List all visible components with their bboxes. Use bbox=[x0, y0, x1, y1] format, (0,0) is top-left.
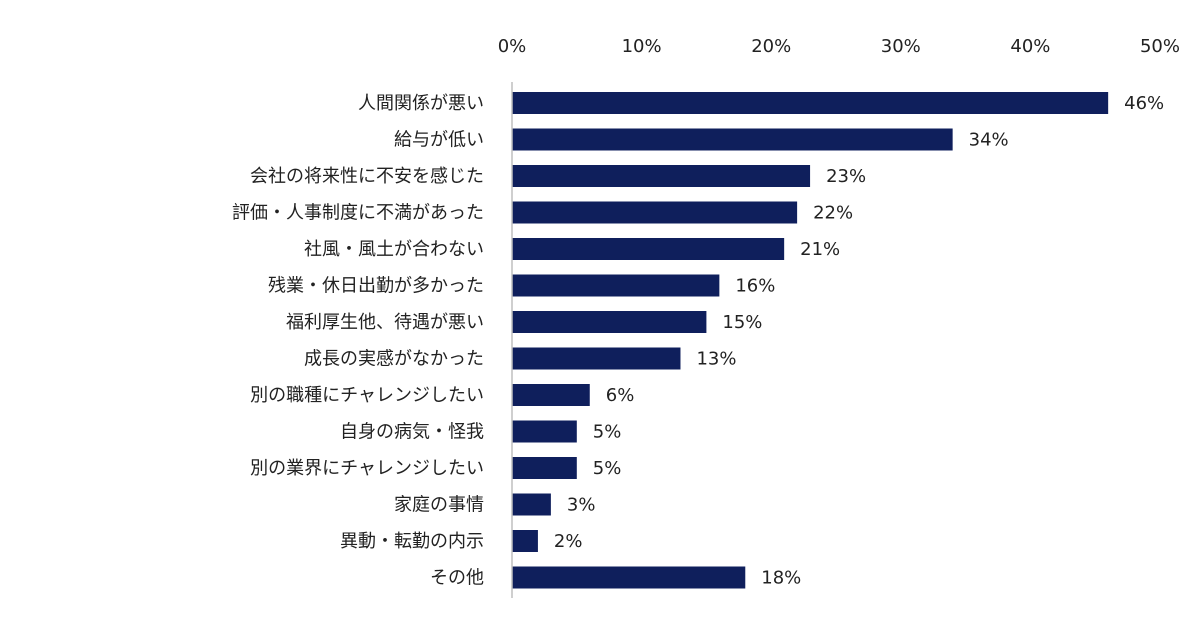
data-label: 18% bbox=[761, 568, 801, 589]
x-tick-label: 50% bbox=[1140, 36, 1180, 57]
category-label: 人間関係が悪い bbox=[358, 93, 484, 114]
bar bbox=[512, 165, 811, 187]
bar bbox=[512, 457, 577, 479]
category-label: その他 bbox=[430, 568, 484, 589]
data-label: 23% bbox=[826, 166, 866, 187]
bar bbox=[512, 530, 538, 552]
bar bbox=[512, 274, 720, 297]
data-label: 16% bbox=[735, 276, 775, 297]
bar bbox=[512, 493, 551, 516]
category-label: 異動・転勤の内示 bbox=[340, 531, 484, 552]
x-tick-label: 20% bbox=[751, 36, 791, 57]
category-labels: 人間関係が悪い給与が低い会社の将来性に不安を感じた評価・人事制度に不満があった社… bbox=[232, 93, 484, 589]
category-label: 評価・人事制度に不満があった bbox=[232, 203, 484, 224]
data-label: 15% bbox=[722, 312, 762, 333]
data-label: 5% bbox=[593, 422, 622, 443]
data-labels: 46% 34% 23% 22% 21% 16% 15% 13% 6% 5% 5% 3% 2% 18% bbox=[554, 93, 1164, 589]
category-label: 残業・休日出勤が多かった bbox=[268, 276, 484, 297]
bar bbox=[512, 347, 681, 370]
bar bbox=[512, 201, 798, 224]
bar bbox=[512, 238, 785, 260]
data-label: 3% bbox=[567, 495, 596, 516]
data-label: 2% bbox=[554, 531, 583, 552]
category-label: 家庭の事情 bbox=[394, 495, 484, 516]
data-label: 34% bbox=[969, 130, 1009, 151]
bar bbox=[512, 420, 577, 443]
bar bbox=[512, 311, 707, 333]
data-label: 22% bbox=[813, 203, 853, 224]
category-label: 給与が低い bbox=[394, 130, 484, 151]
x-tick-label: 30% bbox=[881, 36, 921, 57]
data-label: 46% bbox=[1124, 93, 1164, 114]
category-label: 成長の実感がなかった bbox=[304, 349, 484, 370]
data-label: 6% bbox=[606, 385, 635, 406]
x-tick-label: 40% bbox=[1010, 36, 1050, 57]
category-label: 自身の病気・怪我 bbox=[340, 422, 484, 443]
x-axis-ticks: 0% 10% 20% 30% 40% 50% bbox=[498, 36, 1180, 57]
category-label: 別の職種にチャレンジしたい bbox=[250, 385, 484, 406]
category-label: 福利厚生他、待遇が悪い bbox=[286, 312, 484, 333]
category-label: 社風・風土が合わない bbox=[304, 239, 484, 260]
bar bbox=[512, 384, 590, 406]
data-label: 5% bbox=[593, 458, 622, 479]
bar bbox=[512, 92, 1109, 114]
x-tick-label: 0% bbox=[498, 36, 527, 57]
category-label: 会社の将来性に不安を感じた bbox=[250, 166, 484, 187]
data-label: 13% bbox=[696, 349, 736, 370]
bar bbox=[512, 128, 953, 151]
bar bbox=[512, 566, 746, 589]
category-label: 別の業界にチャレンジしたい bbox=[250, 458, 484, 479]
bars-group bbox=[512, 92, 1109, 589]
x-tick-label: 10% bbox=[622, 36, 662, 57]
data-label: 21% bbox=[800, 239, 840, 260]
